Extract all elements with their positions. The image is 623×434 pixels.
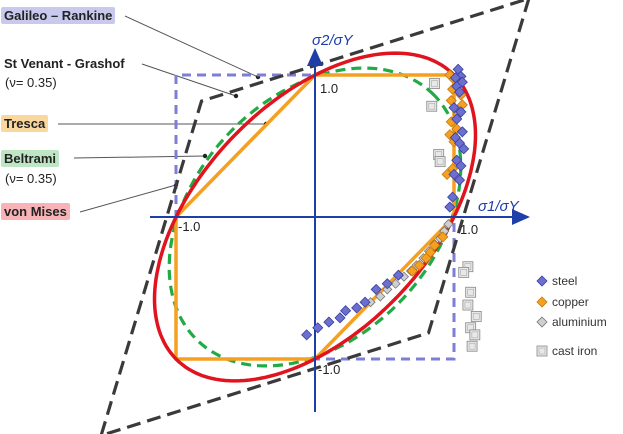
steel-point xyxy=(447,191,459,203)
copper-point xyxy=(420,252,432,264)
legend-marker-cast-iron xyxy=(536,345,548,357)
cast-iron-point xyxy=(469,329,481,341)
leader-line xyxy=(124,15,259,78)
label-von-mises: von Mises xyxy=(4,204,67,219)
cast-iron-point xyxy=(462,299,474,311)
st-venant-grashof-curve xyxy=(99,0,531,434)
label-galileo-rankine: Galileo – Rankine xyxy=(4,8,113,23)
steel-point xyxy=(448,168,460,180)
steel-point xyxy=(351,302,363,314)
aluminium-point xyxy=(443,219,454,230)
legend-marker-steel xyxy=(536,275,548,287)
cast-iron-point xyxy=(429,78,440,89)
cast-iron-point xyxy=(465,286,477,298)
steel-point xyxy=(370,283,382,295)
steel-point xyxy=(392,269,404,281)
copper-point xyxy=(406,265,418,277)
cast-iron-point-inner xyxy=(471,331,479,339)
aluminium-point xyxy=(382,284,393,295)
legend-marker-copper xyxy=(536,296,548,308)
leader-line xyxy=(73,155,206,159)
leader-line xyxy=(141,63,237,97)
steel-point xyxy=(301,329,313,341)
steel-point xyxy=(451,113,463,125)
y-axis-title: σ2/σY xyxy=(312,32,353,49)
label-st-venant-nu: (ν= 0.35) xyxy=(5,75,57,90)
steel-point xyxy=(458,143,470,155)
leader-dot xyxy=(233,93,239,99)
cast-iron-point-inner xyxy=(460,269,468,276)
steel-point xyxy=(453,174,466,186)
steel-point xyxy=(381,278,393,290)
cast-iron-point xyxy=(434,156,446,168)
cast-iron-point xyxy=(470,310,482,322)
cast-iron-point xyxy=(426,100,438,112)
copper-point xyxy=(413,259,425,271)
steel-point xyxy=(448,102,460,114)
leader-dot xyxy=(202,153,208,159)
steel-point xyxy=(334,312,346,324)
cast-iron-point-inner xyxy=(431,80,438,87)
copper-point xyxy=(437,231,449,243)
steel-point xyxy=(323,316,335,328)
steel-point xyxy=(455,106,467,118)
cast-iron-point-inner xyxy=(468,342,476,350)
cast-iron-point-inner xyxy=(464,301,472,309)
legend-marker-aluminium xyxy=(536,316,548,328)
steel-point xyxy=(456,126,468,138)
legend-label-cast-iron: cast iron xyxy=(552,344,598,358)
y-tick-label-neg: -1.0 xyxy=(318,362,341,377)
copper-point xyxy=(428,239,441,251)
cast-iron-point-inner xyxy=(436,158,444,165)
steel-point xyxy=(444,201,456,213)
x-axis-title: σ1/σY xyxy=(478,198,519,215)
legend-label-steel: steel xyxy=(552,274,578,288)
label-beltrami-nu: (ν= 0.35) xyxy=(5,171,57,186)
x-tick-label-neg: -1.0 xyxy=(178,219,201,234)
y-tick-label-pos: 1.0 xyxy=(320,81,339,96)
aluminium-point xyxy=(390,278,401,289)
cast-iron-point-inner xyxy=(472,313,480,320)
steel-point xyxy=(340,305,352,317)
steel-point xyxy=(312,322,324,334)
cast-iron-point-inner xyxy=(467,288,474,296)
label-st-venant-grashof: St Venant - Grashof xyxy=(4,56,125,71)
x-tick-label-pos: 1.0 xyxy=(460,222,479,237)
cast-iron-point xyxy=(458,266,470,278)
steel-point xyxy=(359,296,371,308)
steel-point xyxy=(453,86,466,98)
cast-iron-point xyxy=(466,340,478,352)
aluminium-point xyxy=(375,291,386,302)
legend-marker-cast-iron-inner xyxy=(538,347,546,355)
legend-label-aluminium: aluminium xyxy=(552,315,607,329)
label-beltrami: Beltrami xyxy=(4,151,57,166)
cast-iron-point-inner xyxy=(428,102,436,110)
label-tresca: Tresca xyxy=(4,116,46,131)
legend-label-copper: copper xyxy=(552,295,589,309)
leader-line xyxy=(79,184,177,213)
steel-point xyxy=(455,160,467,172)
